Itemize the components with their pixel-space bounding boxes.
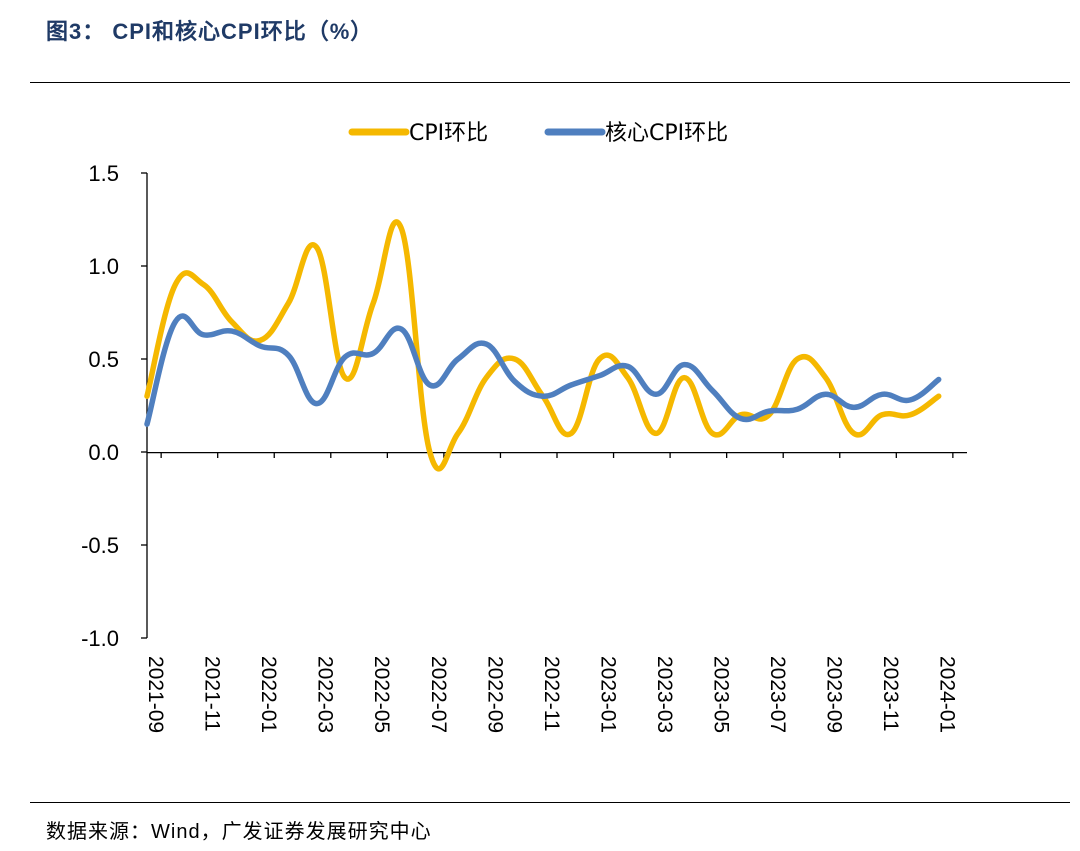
y-tick-label: 0.0 [88, 440, 119, 465]
y-tick-label: -0.5 [81, 533, 119, 558]
y-axis: 1.5 1.0 0.5 0.0 -0.5 -1.0 [81, 161, 148, 651]
x-axis: 2021-09 2021-11 2022-01 2022-03 2022-05 2022-… [144, 451, 967, 733]
x-tick-label: 2023-07 [766, 656, 789, 733]
x-tick-label: 2021-09 [144, 656, 167, 733]
y-tick-label: 1.5 [88, 161, 119, 186]
y-ticks: 1.5 1.0 0.5 0.0 -0.5 -1.0 [81, 161, 147, 651]
x-tick-label: 2023-01 [596, 656, 619, 733]
y-tick-label: 1.0 [88, 254, 119, 279]
source-note: 数据来源：Wind，广发证券发展研究中心 [46, 821, 432, 843]
top-divider [30, 82, 1070, 83]
x-tick-label: 2022-07 [427, 656, 450, 733]
line-chart: CPI环比 核心CPI环比 1.5 1.0 0.5 0.0 -0.5 -1.0 2021-… [81, 121, 967, 733]
x-tick-label: 2023-05 [710, 656, 733, 733]
x-tick-label: 2023-11 [879, 656, 902, 732]
x-tick-label: 2023-09 [823, 656, 846, 733]
x-tick-label: 2022-09 [483, 656, 506, 733]
series-line-cpi [144, 219, 942, 472]
x-tick-label: 2021-11 [201, 656, 224, 732]
y-tick-label: 0.5 [88, 347, 119, 372]
x-tick-label: 2022-03 [314, 656, 337, 733]
series-group [144, 219, 942, 472]
legend-label-core: 核心CPI环比 [605, 121, 728, 146]
x-tick-label: 2022-11 [540, 656, 563, 732]
x-tick-label: 2022-01 [257, 656, 280, 733]
x-tick-label: 2024-01 [936, 656, 959, 733]
x-ticks: 2021-09 2021-11 2022-01 2022-03 2022-05 2022-… [144, 452, 959, 733]
legend-label-cpi: CPI环比 [409, 121, 488, 146]
x-tick-label: 2023-03 [653, 656, 676, 733]
legend: CPI环比 核心CPI环比 [348, 121, 728, 146]
series-line-core-cpi [144, 313, 942, 427]
y-tick-label: -1.0 [81, 626, 119, 651]
figure-title: 图3： CPI和核心CPI环比（%） [46, 19, 374, 44]
x-tick-label: 2022-05 [370, 656, 393, 733]
bottom-divider [30, 802, 1070, 803]
